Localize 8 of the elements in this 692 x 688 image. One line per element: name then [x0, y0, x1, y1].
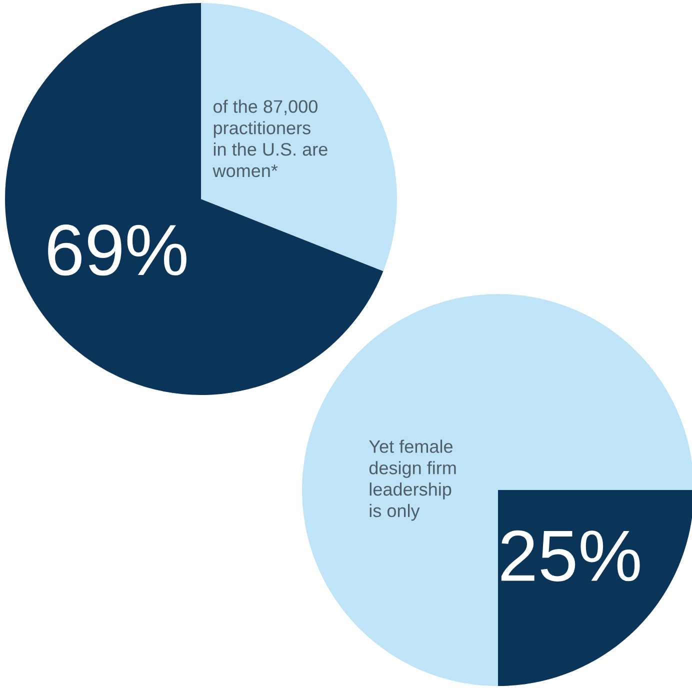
pie-slice: [5, 3, 384, 395]
data-label: 25%: [501, 530, 640, 582]
pie-slice: [498, 490, 692, 686]
data-label: 69%: [48, 224, 186, 276]
pie-slice: [302, 294, 692, 686]
pie-slice: [201, 3, 397, 272]
text: of the 87,000 practitioners in the U.S. are women*: [212, 100, 328, 178]
text: Yet female design firm leadership is only: [369, 440, 456, 521]
